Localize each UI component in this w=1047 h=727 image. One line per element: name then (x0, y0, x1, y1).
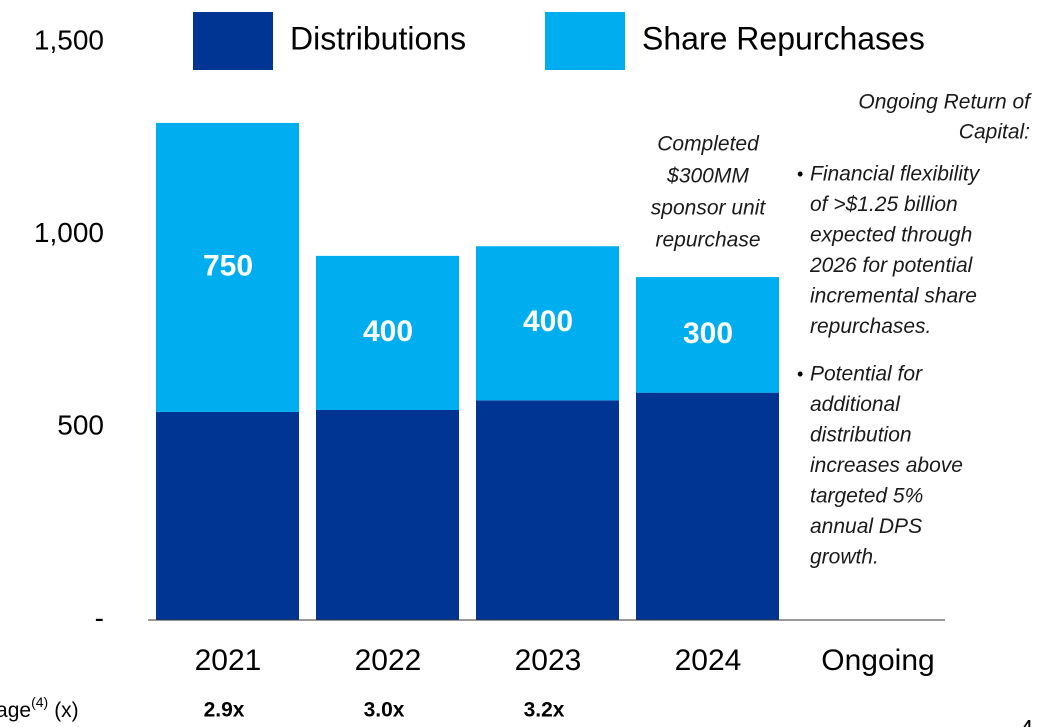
bullet: • (797, 164, 803, 184)
bar-segment (636, 392, 779, 620)
side-note-text: distribution (810, 424, 912, 447)
annotation: $300MM (666, 165, 749, 188)
bar-segment (316, 255, 459, 410)
side-note-title: Capital: (959, 121, 1030, 144)
x-tick-label: Ongoing (821, 644, 934, 677)
side-note-title: Ongoing Return of (858, 91, 1032, 114)
coverage-value: 2.9x (204, 699, 245, 722)
x-tick-label: 2021 (195, 644, 262, 677)
side-note-text: of >$1.25 billion (810, 193, 958, 216)
bar-segment (156, 411, 299, 620)
x-tick-label: 2024 (675, 644, 742, 677)
value-label: 400 (363, 315, 413, 348)
side-note-text: expected through (810, 224, 972, 247)
y-tick-label: - (95, 602, 104, 633)
page-number: 4 (1020, 715, 1033, 727)
x-tick-label: 2023 (515, 644, 582, 677)
value-label: 750 (203, 249, 253, 282)
side-note-text: annual DPS (810, 515, 922, 538)
x-tick-label: 2022 (355, 644, 422, 677)
coverage-value: 3.2x (524, 699, 565, 722)
bar-segment (156, 122, 299, 412)
side-note-text: growth. (810, 546, 879, 569)
annotation: repurchase (655, 229, 760, 252)
side-note-text: repurchases. (810, 315, 931, 338)
y-tick-label: 1,500 (34, 24, 104, 55)
side-note-text: Financial flexibility (810, 163, 981, 186)
annotation: sponsor unit (651, 197, 767, 220)
legend-swatch (545, 12, 625, 70)
bar-segment (316, 409, 459, 620)
coverage-label: Coverage(4) (x) (0, 694, 79, 722)
bullet: • (797, 364, 803, 384)
legend-label: Distributions (290, 20, 466, 56)
annotation: Completed (657, 133, 760, 156)
side-note-text: increases above (810, 454, 963, 477)
y-tick-label: 1,000 (34, 217, 104, 248)
value-label: 400 (523, 305, 573, 338)
y-tick-label: 500 (57, 410, 104, 441)
side-note-text: Potential for (810, 363, 923, 386)
coverage-text: Coverage (0, 699, 31, 722)
side-note-text: incremental share (810, 285, 977, 308)
side-note-text: 2026 for potential (809, 254, 974, 277)
legend-label: Share Repurchases (642, 20, 925, 56)
bar-segment (476, 400, 619, 620)
legend-swatch (193, 12, 273, 70)
bar-segment (476, 246, 619, 401)
coverage-unit: (x) (54, 699, 79, 722)
value-label: 300 (683, 317, 733, 350)
side-note-text: targeted 5% (810, 485, 923, 508)
bar-segment (636, 277, 779, 393)
side-note-text: additional (810, 393, 901, 416)
coverage-sup: (4) (31, 694, 48, 710)
coverage-value: 3.0x (364, 699, 405, 722)
